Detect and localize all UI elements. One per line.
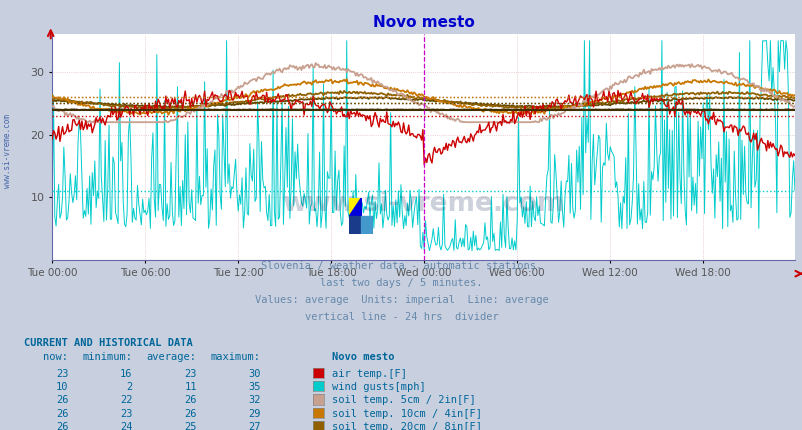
Text: Values: average  Units: imperial  Line: average: Values: average Units: imperial Line: av… bbox=[254, 295, 548, 305]
Text: 23: 23 bbox=[55, 369, 68, 379]
Text: 10: 10 bbox=[55, 382, 68, 392]
Text: 26: 26 bbox=[55, 395, 68, 405]
Text: 26: 26 bbox=[184, 408, 196, 419]
Text: 23: 23 bbox=[184, 369, 196, 379]
Text: www.si-vreme.com: www.si-vreme.com bbox=[2, 114, 12, 187]
Text: soil temp. 5cm / 2in[F]: soil temp. 5cm / 2in[F] bbox=[331, 395, 475, 405]
Text: minimum:: minimum: bbox=[83, 352, 132, 362]
Text: 24: 24 bbox=[119, 422, 132, 430]
Text: 30: 30 bbox=[248, 369, 261, 379]
Text: 32: 32 bbox=[248, 395, 261, 405]
Text: air temp.[F]: air temp.[F] bbox=[331, 369, 406, 379]
Text: 23: 23 bbox=[119, 408, 132, 419]
Text: 26: 26 bbox=[184, 395, 196, 405]
Text: 16: 16 bbox=[119, 369, 132, 379]
Text: 25: 25 bbox=[184, 422, 196, 430]
Text: soil temp. 20cm / 8in[F]: soil temp. 20cm / 8in[F] bbox=[331, 422, 481, 430]
Text: Novo mesto: Novo mesto bbox=[331, 352, 394, 362]
Text: 22: 22 bbox=[119, 395, 132, 405]
Text: 29: 29 bbox=[248, 408, 261, 419]
Text: CURRENT AND HISTORICAL DATA: CURRENT AND HISTORICAL DATA bbox=[24, 338, 192, 348]
Text: 35: 35 bbox=[248, 382, 261, 392]
Text: 26: 26 bbox=[55, 408, 68, 419]
Text: 27: 27 bbox=[248, 422, 261, 430]
Text: 2: 2 bbox=[126, 382, 132, 392]
Polygon shape bbox=[349, 216, 361, 234]
Text: last two days / 5 minutes.: last two days / 5 minutes. bbox=[320, 278, 482, 288]
Text: soil temp. 10cm / 4in[F]: soil temp. 10cm / 4in[F] bbox=[331, 408, 481, 419]
Text: maximum:: maximum: bbox=[211, 352, 261, 362]
Polygon shape bbox=[361, 216, 373, 234]
Text: vertical line - 24 hrs  divider: vertical line - 24 hrs divider bbox=[304, 312, 498, 322]
Text: 11: 11 bbox=[184, 382, 196, 392]
Polygon shape bbox=[349, 198, 361, 216]
Polygon shape bbox=[349, 198, 361, 216]
Title: Novo mesto: Novo mesto bbox=[372, 15, 474, 31]
Text: 26: 26 bbox=[55, 422, 68, 430]
Text: average:: average: bbox=[147, 352, 196, 362]
Text: now:: now: bbox=[43, 352, 68, 362]
Text: wind gusts[mph]: wind gusts[mph] bbox=[331, 382, 425, 392]
Text: www.si-vreme.com: www.si-vreme.com bbox=[282, 191, 564, 217]
Text: Slovenia / weather data - automatic stations.: Slovenia / weather data - automatic stat… bbox=[261, 261, 541, 271]
